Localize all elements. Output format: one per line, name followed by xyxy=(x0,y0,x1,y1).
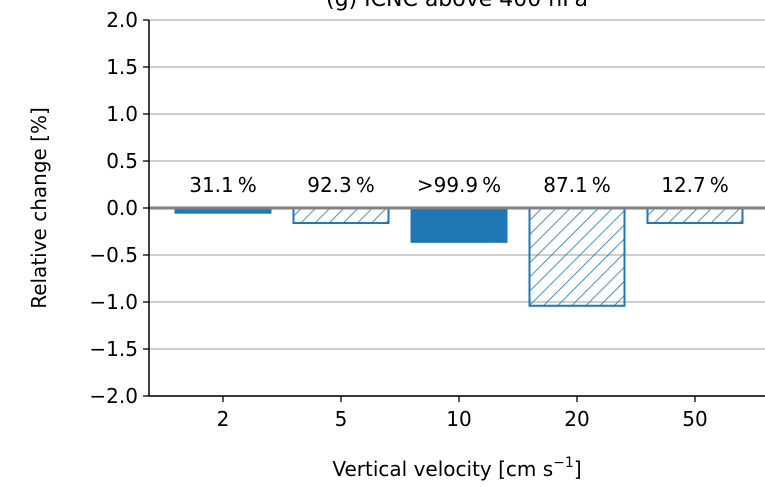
x-tick-label: 50 xyxy=(682,407,707,431)
bar-solid xyxy=(410,207,508,243)
x-axis-label: Vertical velocity [cm s−1] xyxy=(332,455,581,481)
bar-data-label: 12.7 % xyxy=(661,173,729,197)
x-axis-label-suffix: ] xyxy=(574,457,582,481)
bar-hatched xyxy=(528,207,626,307)
y-tick-label: −0.5 xyxy=(89,243,138,267)
y-axis-label: Relative change [%] xyxy=(27,107,51,309)
chart-title: (g) ICNC above 400 hPa xyxy=(326,0,588,12)
bar-data-labels: 31.1 % 92.3 % >99.9 % 87.1 % 12.7 % xyxy=(189,173,729,197)
x-ticks: 2 5 10 20 50 xyxy=(217,396,708,431)
grid-lines xyxy=(149,19,765,397)
bar-hatched xyxy=(292,207,390,225)
y-tick-label: 2.0 xyxy=(106,8,138,32)
y-tick-label: 1.0 xyxy=(106,102,138,126)
x-axis-label-superscript: −1 xyxy=(553,455,574,471)
bar-data-label: 31.1 % xyxy=(189,173,257,197)
bar-hatched xyxy=(646,207,744,225)
bar-data-label: 92.3 % xyxy=(307,173,375,197)
y-tick-label: 1.5 xyxy=(106,55,138,79)
x-tick-label: 2 xyxy=(217,407,230,431)
bar-data-label: 87.1 % xyxy=(543,173,611,197)
x-tick-label: 20 xyxy=(564,407,589,431)
y-tick-label: −1.5 xyxy=(89,337,138,361)
x-tick-label: 10 xyxy=(446,407,471,431)
bar-data-label: >99.9 % xyxy=(417,173,501,197)
x-axis-label-main: Vertical velocity [cm s xyxy=(332,457,553,481)
y-tick-label: 0.0 xyxy=(106,196,138,220)
x-tick-label: 5 xyxy=(335,407,348,431)
y-tick-label: −2.0 xyxy=(89,384,138,408)
y-tick-label: −1.0 xyxy=(89,290,138,314)
y-tick-label: 0.5 xyxy=(106,149,138,173)
bars xyxy=(174,207,744,307)
y-ticks: 2.0 1.5 1.0 0.5 0.0 −0.5 −1.0 −1.5 −2.0 xyxy=(89,8,149,408)
